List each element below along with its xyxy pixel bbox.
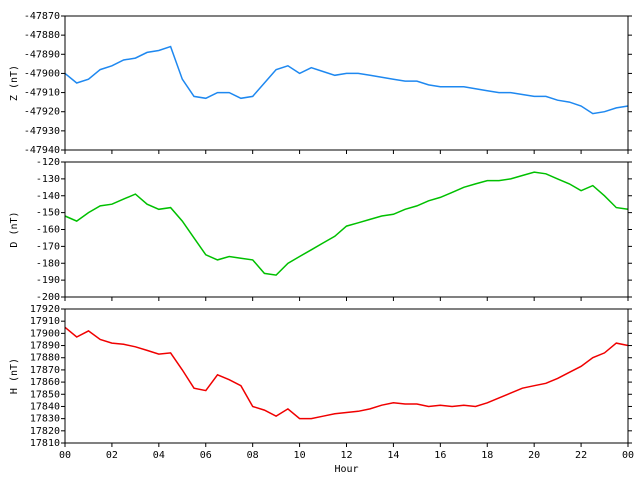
x-tick-label: 16: [434, 450, 446, 461]
y-tick-label: -180: [36, 258, 60, 269]
y-tick-label: -120: [36, 157, 60, 168]
y-tick-label: -150: [36, 208, 60, 219]
y-tick-label: 17860: [30, 377, 60, 388]
y-tick-label: -47880: [24, 30, 60, 41]
y-tick-label: 17830: [30, 414, 60, 425]
x-tick-label: 12: [340, 450, 352, 461]
y-tick-label: -47930: [24, 126, 60, 137]
y-tick-label: 17890: [30, 341, 60, 352]
x-axis-label: Hour: [334, 464, 358, 475]
data-line: [64, 45, 629, 115]
y-tick-label: 17820: [30, 426, 60, 437]
x-tick-label: 08: [247, 450, 259, 461]
x-tick-label: 00: [59, 450, 71, 461]
y-tick-label: -47890: [24, 49, 60, 60]
x-tick-label: 00: [622, 450, 634, 461]
data-line: [64, 326, 629, 420]
y-tick-label: 17840: [30, 401, 60, 412]
y-tick-label: -160: [36, 225, 60, 236]
x-tick-label: 20: [528, 450, 540, 461]
y-tick-label: -47900: [24, 68, 60, 79]
plot-frame: [64, 308, 629, 444]
x-tick-label: 06: [200, 450, 212, 461]
x-tick-label: 04: [153, 450, 165, 461]
y-axis-label: D (nT): [9, 211, 20, 247]
y-tick-label: 17810: [30, 438, 60, 449]
y-tick-label: -140: [36, 191, 60, 202]
y-tick-label: 17850: [30, 389, 60, 400]
y-axis-label: Z (nT): [9, 65, 20, 101]
x-tick-label: 14: [387, 450, 399, 461]
plot-frame: [64, 15, 629, 151]
x-tick-label: 22: [575, 450, 587, 461]
y-tick-label: 17880: [30, 353, 60, 364]
y-tick-label: -170: [36, 241, 60, 252]
data-line: [64, 171, 629, 276]
y-tick-label: 17920: [30, 304, 60, 315]
x-tick-label: 10: [294, 450, 306, 461]
y-tick-label: -47920: [24, 107, 60, 118]
y-tick-label: -47910: [24, 88, 60, 99]
y-tick-label: 17900: [30, 328, 60, 339]
y-axis-label: H (nT): [9, 358, 20, 394]
y-tick-label: 17870: [30, 365, 60, 376]
y-tick-label: -47940: [24, 145, 60, 156]
y-tick-label: -47870: [24, 11, 60, 22]
x-tick-label: 18: [481, 450, 493, 461]
plot-frame: [64, 161, 629, 298]
y-tick-label: -130: [36, 174, 60, 185]
x-tick-label: 02: [106, 450, 118, 461]
y-tick-label: -190: [36, 275, 60, 286]
y-tick-label: 17910: [30, 316, 60, 327]
y-tick-label: -200: [36, 292, 60, 303]
